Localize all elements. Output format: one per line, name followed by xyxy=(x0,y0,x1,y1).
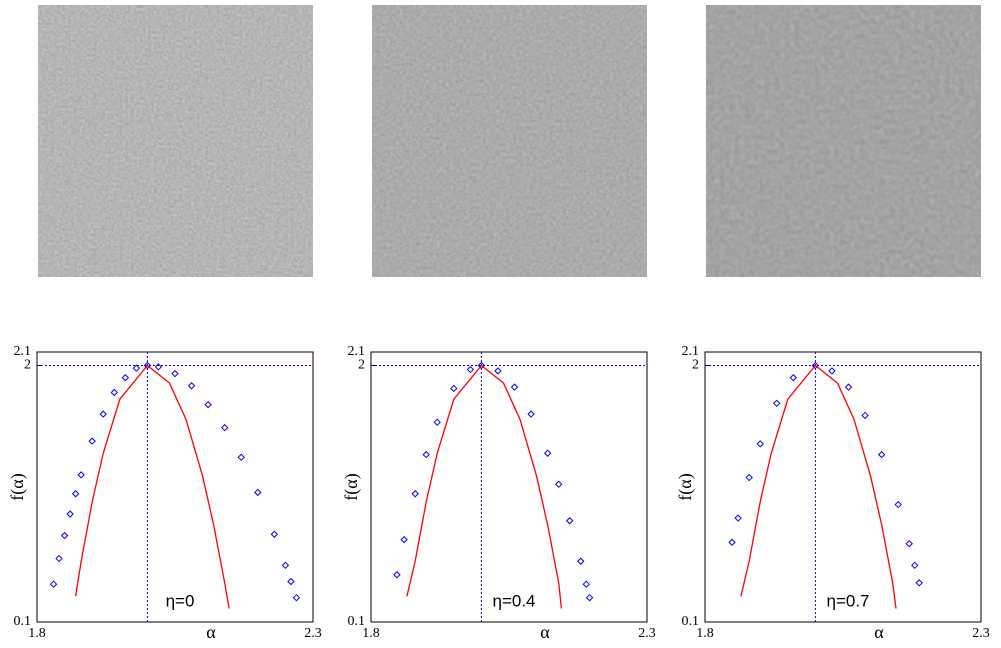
spectrum-point xyxy=(171,369,179,378)
spectrum-point xyxy=(585,593,594,602)
spectrum-point xyxy=(99,410,107,418)
spectrum-point xyxy=(187,382,196,390)
texture-images xyxy=(38,5,981,277)
model-curve xyxy=(74,364,230,609)
spectrum-point xyxy=(494,367,502,375)
spectrum-point xyxy=(292,593,301,602)
spectrum-plot: 0.1 22.1 1.8 2.3 α f(α) η=0.4 xyxy=(341,344,656,642)
spectrum-point xyxy=(393,571,401,579)
spectrum-point xyxy=(422,450,430,459)
spectrum-point xyxy=(477,361,486,370)
spectrum-point xyxy=(894,500,902,509)
spectrum-point xyxy=(77,471,85,479)
spectrum-point xyxy=(877,450,886,459)
spectrum-point xyxy=(110,388,118,397)
y-tick-label: 2 xyxy=(692,358,699,373)
spectrum-point xyxy=(527,410,535,418)
spectrum-point xyxy=(450,384,458,393)
spectrum-point xyxy=(915,579,923,587)
y-tick-label: 2.1 xyxy=(14,344,32,359)
texture-noise xyxy=(38,5,313,277)
spectrum-point xyxy=(789,373,798,382)
x-tick-label: 1.8 xyxy=(362,626,380,641)
x-tick-label: 2.3 xyxy=(972,626,990,641)
plot-frame xyxy=(36,351,314,623)
spectrum-point xyxy=(745,473,753,482)
spectrum-point xyxy=(281,561,290,570)
spectrum-point xyxy=(55,554,63,563)
spectrum-point xyxy=(861,411,869,420)
annotation: η=0.4 xyxy=(492,591,535,610)
spectrum-point xyxy=(270,530,279,538)
spectrum-point xyxy=(121,373,130,382)
y-tick-label: 0.1 xyxy=(348,614,366,629)
spectrum-point xyxy=(49,580,58,588)
spectrum-point xyxy=(543,449,552,457)
spectrum-point xyxy=(773,399,781,408)
y-axis-label: f(α) xyxy=(7,473,28,500)
spectrum-point xyxy=(220,423,229,432)
spectrum-point xyxy=(577,557,585,565)
y-axis-label: f(α) xyxy=(341,473,362,500)
spectrum-point xyxy=(905,539,913,548)
y-axis-label: f(α) xyxy=(675,473,696,500)
texture-noise xyxy=(372,5,647,277)
spectrum-point xyxy=(204,400,212,409)
spectrum-point xyxy=(71,490,80,498)
spectrum-point xyxy=(237,453,245,462)
x-tick-label: 1.8 xyxy=(28,626,46,641)
annotation: η=0 xyxy=(166,591,195,610)
spectrum-point xyxy=(844,383,853,391)
model-curve xyxy=(740,364,897,609)
spectrum-point xyxy=(287,577,295,586)
spectrum-point xyxy=(88,437,96,445)
spectrum-point xyxy=(411,490,419,498)
spectrum-point xyxy=(154,363,163,371)
spectrum-point xyxy=(911,561,919,570)
spectrum-point xyxy=(60,531,69,540)
x-axis-label: α xyxy=(540,622,550,642)
y-tick-label: 2.1 xyxy=(348,344,366,359)
y-tick-label: 2 xyxy=(24,358,31,373)
y-tick-label: 2 xyxy=(358,358,365,373)
x-tick-label: 2.3 xyxy=(638,626,656,641)
spectrum-point xyxy=(728,538,736,547)
spectrum-point xyxy=(433,418,441,426)
spectrum-point xyxy=(143,361,152,370)
plot-frame xyxy=(370,351,648,623)
spectrum-plot: 0.1 22.1 1.8 2.3 α f(α) η=0.7 xyxy=(675,344,990,642)
plot-frame xyxy=(704,351,982,623)
x-axis-label: α xyxy=(874,622,884,642)
spectrum-point xyxy=(400,535,408,544)
spectrum-point xyxy=(566,517,574,525)
y-tick-label: 0.1 xyxy=(14,614,32,629)
texture-noise xyxy=(706,5,981,277)
spectrum-point xyxy=(254,488,262,497)
spectrum-point xyxy=(756,440,764,448)
spectrum-point xyxy=(828,367,836,375)
spectrum-point xyxy=(554,480,563,489)
spectrum-point xyxy=(582,580,590,588)
spectrum-point xyxy=(510,383,519,391)
model-curve xyxy=(406,364,563,609)
x-axis-label: α xyxy=(206,622,216,642)
x-tick-label: 2.3 xyxy=(304,626,322,641)
spectrum-point xyxy=(466,365,475,374)
x-tick-label: 1.8 xyxy=(696,626,714,641)
spectrum-point xyxy=(66,510,74,518)
annotation: η=0.7 xyxy=(826,591,869,610)
spectrum-point xyxy=(734,514,742,522)
y-tick-label: 2.1 xyxy=(682,344,700,359)
spectrum-point xyxy=(811,361,820,370)
y-tick-label: 0.1 xyxy=(682,614,700,629)
spectrum-plot: 0.1 22.1 1.8 2.3 α f(α) η=0 xyxy=(7,344,322,642)
spectrum-point xyxy=(132,364,141,372)
